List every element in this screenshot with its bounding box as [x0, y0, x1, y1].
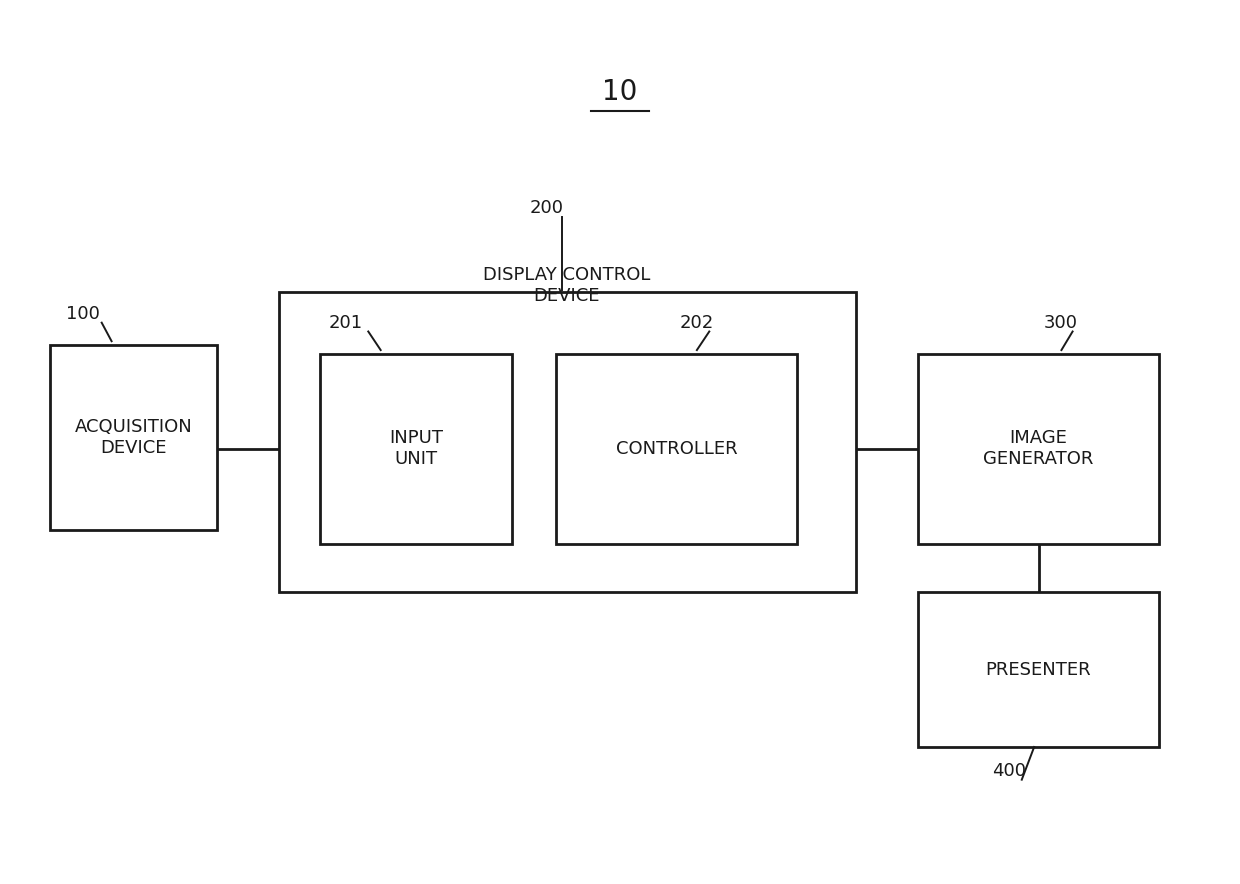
- Text: 202: 202: [680, 314, 714, 332]
- Bar: [918, 592, 1159, 747]
- Text: INPUT
UNIT: INPUT UNIT: [389, 430, 443, 468]
- Text: 300: 300: [1044, 314, 1078, 332]
- Text: IMAGE
GENERATOR: IMAGE GENERATOR: [983, 430, 1094, 468]
- Text: 10: 10: [603, 78, 637, 106]
- Text: 200: 200: [529, 199, 563, 217]
- Text: DISPLAY CONTROL
DEVICE: DISPLAY CONTROL DEVICE: [484, 266, 650, 305]
- Text: 400: 400: [992, 762, 1025, 780]
- Text: PRESENTER: PRESENTER: [986, 660, 1091, 679]
- Text: CONTROLLER: CONTROLLER: [615, 439, 738, 458]
- Text: 100: 100: [66, 305, 99, 323]
- Text: ACQUISITION
DEVICE: ACQUISITION DEVICE: [74, 418, 192, 457]
- Bar: [50, 345, 217, 530]
- Bar: [279, 292, 856, 592]
- Bar: [918, 354, 1159, 544]
- Bar: [320, 354, 512, 544]
- Bar: [556, 354, 797, 544]
- Text: 201: 201: [329, 314, 363, 332]
